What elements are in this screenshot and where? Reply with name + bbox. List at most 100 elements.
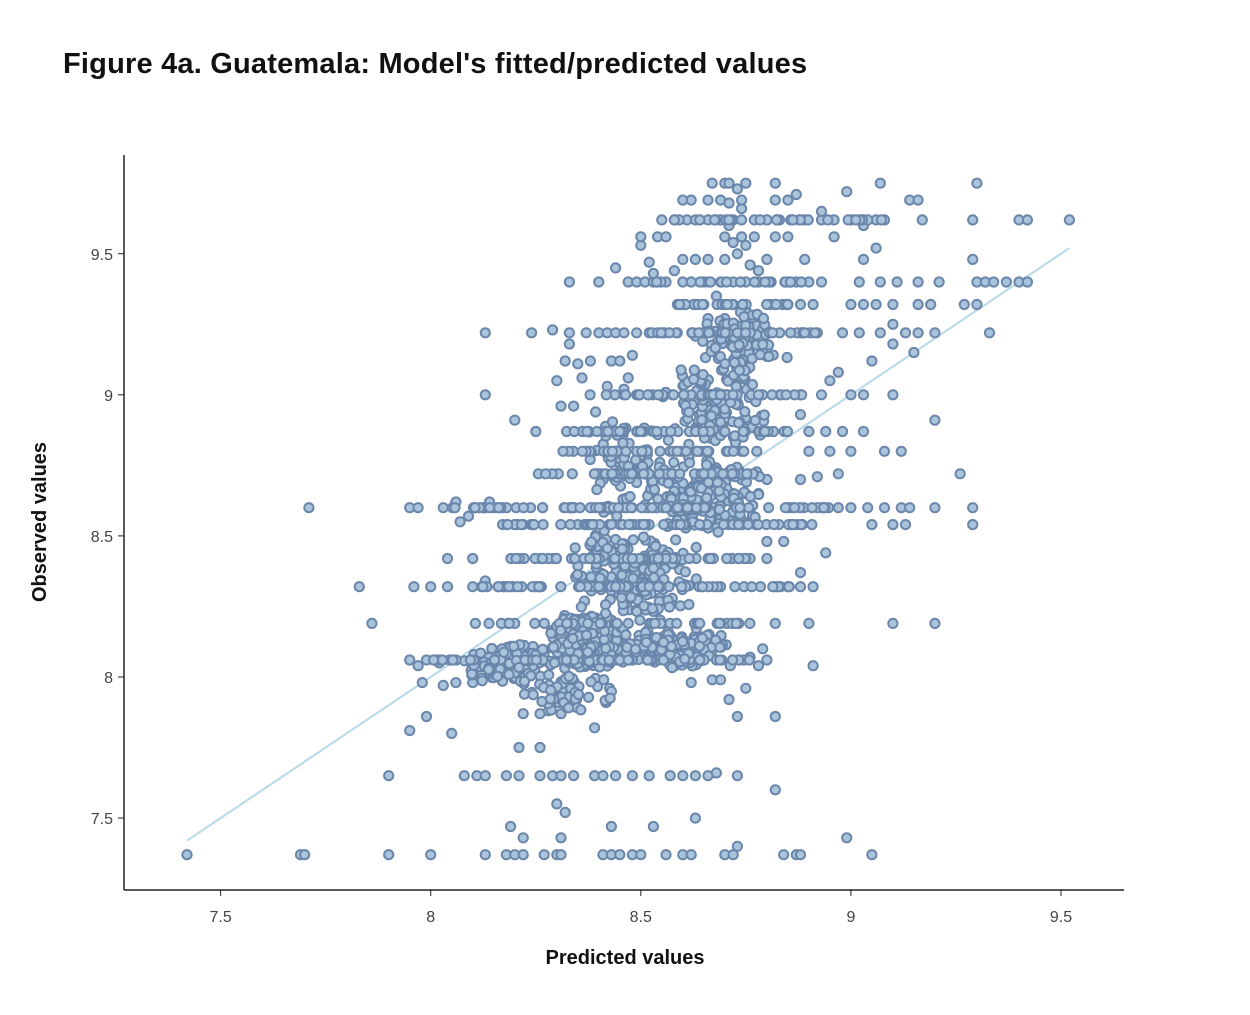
data-point: [675, 364, 687, 376]
data-point: [733, 552, 745, 565]
data-point: [657, 636, 670, 648]
data-point: [582, 646, 594, 658]
data-point: [899, 327, 912, 339]
data-point: [916, 214, 928, 226]
data-point: [887, 298, 899, 311]
data-point: [574, 502, 586, 514]
data-point: [353, 581, 365, 593]
data-point: [563, 702, 575, 714]
data-point: [794, 298, 807, 311]
data-point: [705, 410, 718, 422]
data-point: [729, 581, 741, 593]
data-point: [616, 592, 628, 604]
data-point: [383, 770, 395, 782]
data-point: [643, 770, 655, 782]
data-point: [744, 491, 757, 503]
data-point: [670, 534, 682, 546]
data-point: [784, 327, 797, 339]
data-point: [737, 425, 749, 438]
data-point: [891, 276, 903, 288]
data-point: [769, 784, 781, 796]
data-point: [651, 276, 663, 288]
data-point: [450, 677, 462, 689]
data-point: [665, 425, 677, 438]
data-point: [655, 327, 667, 339]
data-point: [875, 214, 888, 226]
data-point: [536, 552, 549, 565]
data-point: [437, 679, 449, 692]
data-point: [728, 357, 741, 369]
data-point: [503, 617, 515, 630]
data-point: [408, 581, 420, 593]
data-point: [572, 688, 585, 701]
data-point: [530, 425, 542, 438]
data-point: [703, 327, 715, 339]
data-point: [683, 598, 695, 611]
data-point: [741, 468, 753, 480]
data-point: [681, 502, 694, 514]
data-point: [744, 259, 756, 271]
data-point: [740, 239, 752, 251]
data-point: [454, 516, 466, 528]
y-tick-label: 8.5: [91, 529, 113, 546]
data-point: [769, 231, 781, 243]
data-point: [605, 519, 618, 531]
data-point: [824, 375, 836, 387]
data-point: [569, 542, 581, 554]
data-point: [517, 832, 529, 844]
axes: 7.5 8 8.5 9 9.5 7.5 8 8.5 9 9.5: [91, 155, 1124, 926]
data-point: [713, 485, 725, 497]
data-point: [683, 406, 695, 418]
data-point: [761, 253, 773, 265]
data-point: [555, 400, 567, 412]
data-point: [663, 601, 676, 613]
data-point: [303, 502, 315, 514]
data-point: [769, 710, 781, 723]
data-point: [694, 654, 706, 666]
data-point: [702, 194, 714, 206]
data-point: [587, 519, 599, 531]
data-point: [752, 660, 765, 672]
data-point: [676, 581, 688, 593]
data-point: [912, 327, 924, 339]
data-point: [677, 253, 689, 265]
data-point: [672, 502, 684, 514]
data-point: [759, 425, 771, 438]
data-point: [697, 298, 709, 311]
data-point: [807, 298, 819, 311]
data-point: [674, 468, 686, 480]
data-point: [543, 669, 555, 681]
data-point: [685, 849, 697, 861]
data-point: [505, 820, 517, 833]
data-point: [576, 445, 588, 457]
data-point: [709, 214, 721, 226]
data-point: [870, 298, 882, 311]
data-point: [743, 654, 755, 666]
data-point: [667, 389, 680, 401]
data-point: [732, 519, 745, 531]
data-point: [642, 389, 654, 401]
data-point: [845, 298, 857, 311]
data-point: [850, 214, 862, 226]
data-point: [857, 298, 870, 311]
data-point: [684, 457, 696, 469]
data-point: [832, 502, 844, 514]
data-point: [702, 445, 714, 457]
data-point: [967, 502, 979, 514]
data-point: [624, 491, 636, 503]
data-point: [467, 552, 479, 565]
data-point: [660, 231, 672, 243]
data-point: [721, 298, 733, 311]
data-point: [412, 660, 424, 672]
data-point: [806, 502, 818, 514]
data-point: [929, 502, 941, 514]
data-point: [476, 675, 488, 687]
data-point: [688, 373, 700, 385]
data-point: [540, 468, 552, 480]
data-point: [569, 552, 581, 565]
data-point: [763, 502, 775, 514]
data-point: [564, 519, 576, 531]
data-point: [593, 502, 605, 514]
data-point: [584, 389, 596, 401]
data-point: [794, 409, 807, 421]
